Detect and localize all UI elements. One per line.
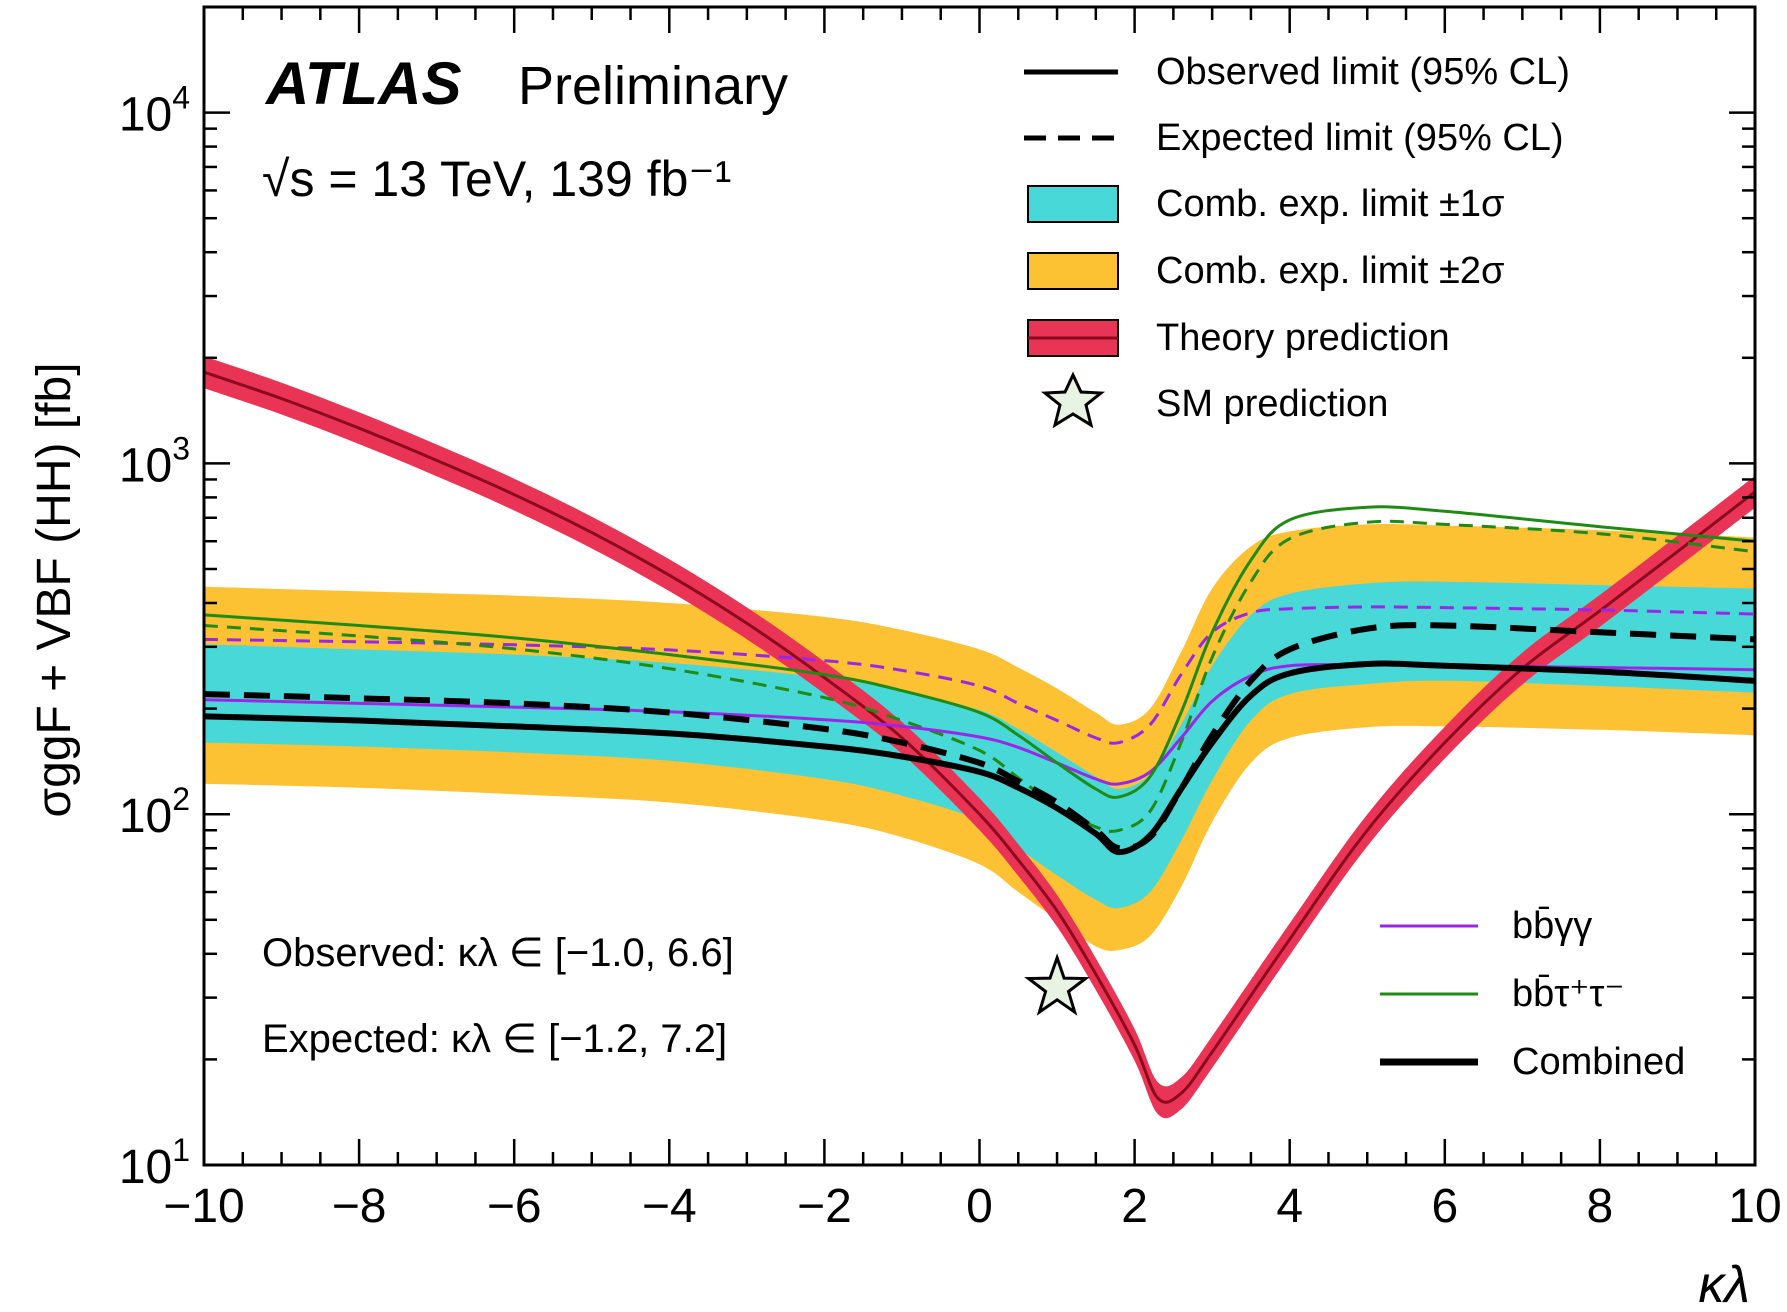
legend-label-observed: Observed limit (95% CL) xyxy=(1156,51,1570,93)
x-axis-label: κλ xyxy=(1698,1256,1750,1312)
legend-swatch-band2 xyxy=(1027,252,1119,290)
channel-legend: bb̄γγ bb̄τ⁺τ⁻ Combined xyxy=(1380,905,1685,1083)
x-tick-label: 0 xyxy=(966,1180,993,1233)
y-tick-label: 103 xyxy=(119,430,190,492)
y-axis-label: σggF + VBF (HH) [fb] xyxy=(28,362,81,817)
y-tick-labels: 101 102 103 104 xyxy=(119,80,190,1194)
theory-prediction xyxy=(204,356,1755,1119)
sm-marker-layer xyxy=(1024,953,1090,1016)
observed-line xyxy=(204,660,1755,856)
y-tick-label: 101 xyxy=(119,1132,190,1194)
legend-swatch-band1 xyxy=(1027,185,1119,223)
x-tick-label: −6 xyxy=(487,1180,542,1233)
x-tick-label: 10 xyxy=(1728,1180,1781,1233)
axis-ticks xyxy=(202,5,1757,1167)
limit-curves xyxy=(204,505,1755,856)
legend-label-expected: Expected limit (95% CL) xyxy=(1156,117,1564,159)
x-tick-label: −10 xyxy=(163,1180,244,1233)
x-tick-label: −4 xyxy=(642,1180,697,1233)
expected-interval-annotation: Expected: κλ ∈ [−1.2, 7.2] xyxy=(262,1017,727,1061)
y-tick-label: 104 xyxy=(119,80,190,142)
channel-label-bbyy: bb̄γγ xyxy=(1512,905,1592,947)
x-tick-label: −8 xyxy=(332,1180,387,1233)
channel-label-bbtautau: bb̄τ⁺τ⁻ xyxy=(1512,973,1624,1015)
bbtautau-exp-line xyxy=(204,519,1755,833)
sm-prediction-star xyxy=(1024,953,1090,1016)
energy-luminosity-label: √s = 13 TeV, 139 fb⁻¹ xyxy=(262,151,731,207)
x-tick-label: 2 xyxy=(1121,1180,1148,1233)
bbtautau-obs-line xyxy=(204,505,1755,799)
x-tick-label: 6 xyxy=(1431,1180,1458,1233)
legend: Observed limit (95% CL) Expected limit (… xyxy=(1024,51,1570,429)
legend-label-sm: SM prediction xyxy=(1156,383,1388,425)
theory-band xyxy=(204,356,1755,1119)
legend-star-icon xyxy=(1040,371,1106,429)
y-tick-label: 102 xyxy=(119,781,190,843)
x-tick-label: 8 xyxy=(1587,1180,1614,1233)
x-tick-labels: −10 −8 −6 −4 −2 0 2 4 6 8 10 xyxy=(163,1180,1781,1233)
bbyy-exp-line xyxy=(204,605,1755,745)
experiment-title: ATLAS xyxy=(264,50,462,117)
x-tick-label: 4 xyxy=(1276,1180,1303,1233)
legend-label-theory: Theory prediction xyxy=(1156,317,1450,359)
legend-label-band2: Comb. exp. limit ±2σ xyxy=(1156,250,1504,292)
observed-interval-annotation: Observed: κλ ∈ [−1.0, 6.6] xyxy=(262,931,734,975)
plot-area xyxy=(204,356,1755,1119)
channel-label-combined: Combined xyxy=(1512,1041,1685,1083)
status-subtitle: Preliminary xyxy=(518,56,788,116)
legend-label-band1: Comb. exp. limit ±1σ xyxy=(1156,183,1504,225)
theory-line xyxy=(204,370,1755,1104)
x-tick-label: −2 xyxy=(797,1180,852,1233)
